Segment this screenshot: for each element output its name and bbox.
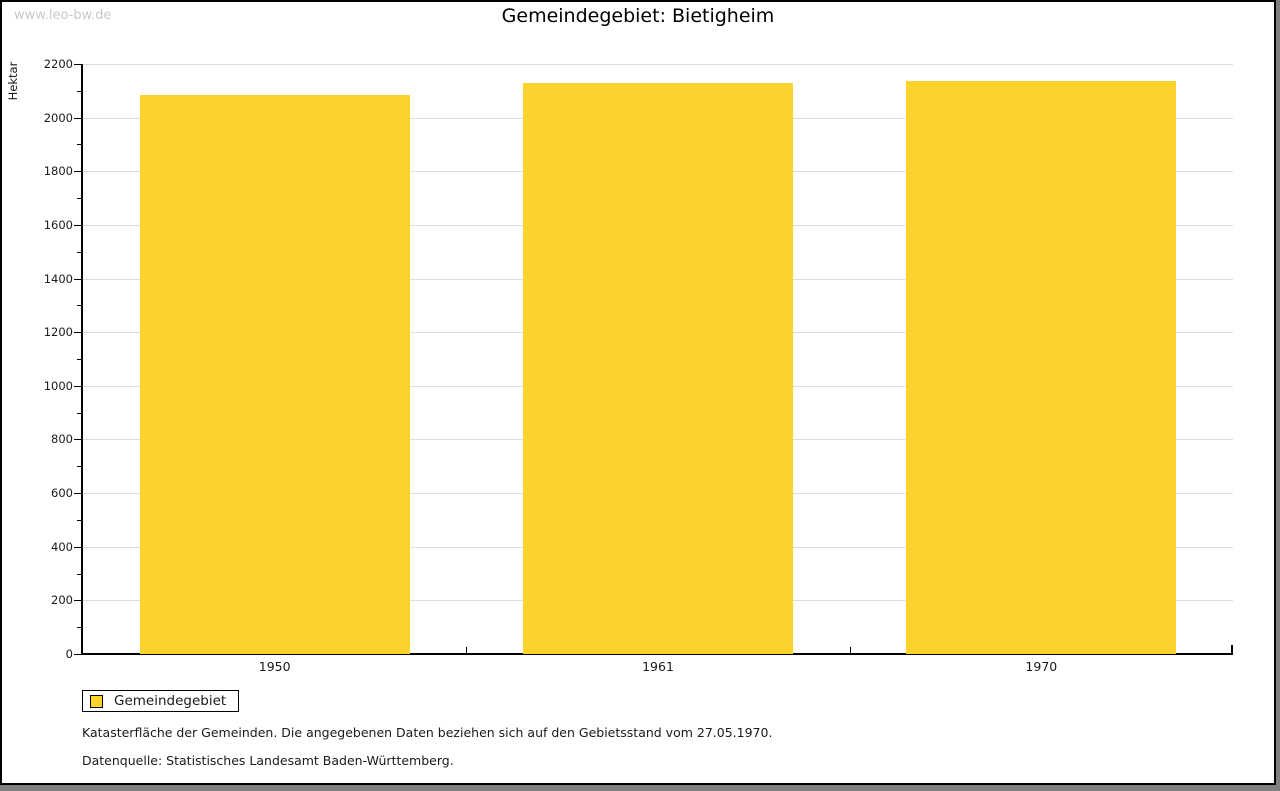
bar-1961 xyxy=(523,83,793,654)
y-tick xyxy=(74,385,82,387)
y-tick-label: 1000 xyxy=(43,378,73,393)
y-tick xyxy=(74,332,82,334)
y-tick xyxy=(74,224,82,226)
y-tick xyxy=(77,412,82,414)
y-tick xyxy=(74,546,82,548)
y-tick-label: 1400 xyxy=(43,271,73,286)
y-tick-label: 1600 xyxy=(43,217,73,232)
x-axis-end-tick xyxy=(1231,645,1233,653)
y-tick xyxy=(77,573,82,575)
y-tick xyxy=(77,144,82,146)
y-tick xyxy=(77,627,82,629)
y-tick-label: 0 xyxy=(65,647,73,661)
y-tick-label: 2200 xyxy=(43,57,73,71)
y-tick xyxy=(74,278,82,280)
chart-title: Gemeindegebiet: Bietigheim xyxy=(501,5,775,27)
x-separator-tick xyxy=(466,647,468,653)
y-tick-label: 600 xyxy=(51,486,73,501)
y-tick xyxy=(74,171,82,173)
y-tick xyxy=(77,251,82,253)
y-tick-label: 1800 xyxy=(43,164,73,179)
y-gridline xyxy=(83,64,1233,65)
y-tick xyxy=(77,305,82,307)
x-category-label: 1961 xyxy=(642,659,674,674)
y-tick xyxy=(77,519,82,521)
watermark: www.leo-bw.de xyxy=(14,8,112,23)
bar-1950 xyxy=(139,95,410,654)
y-tick xyxy=(77,359,82,360)
y-tick-label: 1200 xyxy=(43,325,73,340)
y-tick xyxy=(74,117,82,119)
y-tick xyxy=(74,64,82,65)
x-category-label: 1970 xyxy=(1025,659,1058,674)
y-tick-label: 2000 xyxy=(43,110,73,125)
y-tick xyxy=(74,600,82,602)
legend-color-swatch xyxy=(90,694,103,708)
y-tick-label: 400 xyxy=(51,539,73,554)
x-axis-line xyxy=(81,653,1233,655)
legend: Gemeindegebiet xyxy=(82,690,240,712)
legend-label: Gemeindegebiet xyxy=(114,693,227,709)
y-tick xyxy=(74,654,82,655)
x-category-label: 1950 xyxy=(258,659,291,674)
y-axis-line xyxy=(81,64,83,654)
footnote-line-1: Katasterfläche der Gemeinden. Die angege… xyxy=(82,725,773,740)
x-separator-tick xyxy=(849,647,851,653)
y-tick xyxy=(74,439,82,441)
y-tick-label: 200 xyxy=(51,593,73,608)
y-tick xyxy=(77,198,82,200)
y-tick xyxy=(77,90,82,92)
bar-1970 xyxy=(906,81,1177,654)
footnote-line-2: Datenquelle: Statistisches Landesamt Bad… xyxy=(82,753,454,768)
y-tick xyxy=(74,493,82,495)
y-tick-label: 800 xyxy=(51,432,73,447)
y-tick xyxy=(77,466,82,468)
